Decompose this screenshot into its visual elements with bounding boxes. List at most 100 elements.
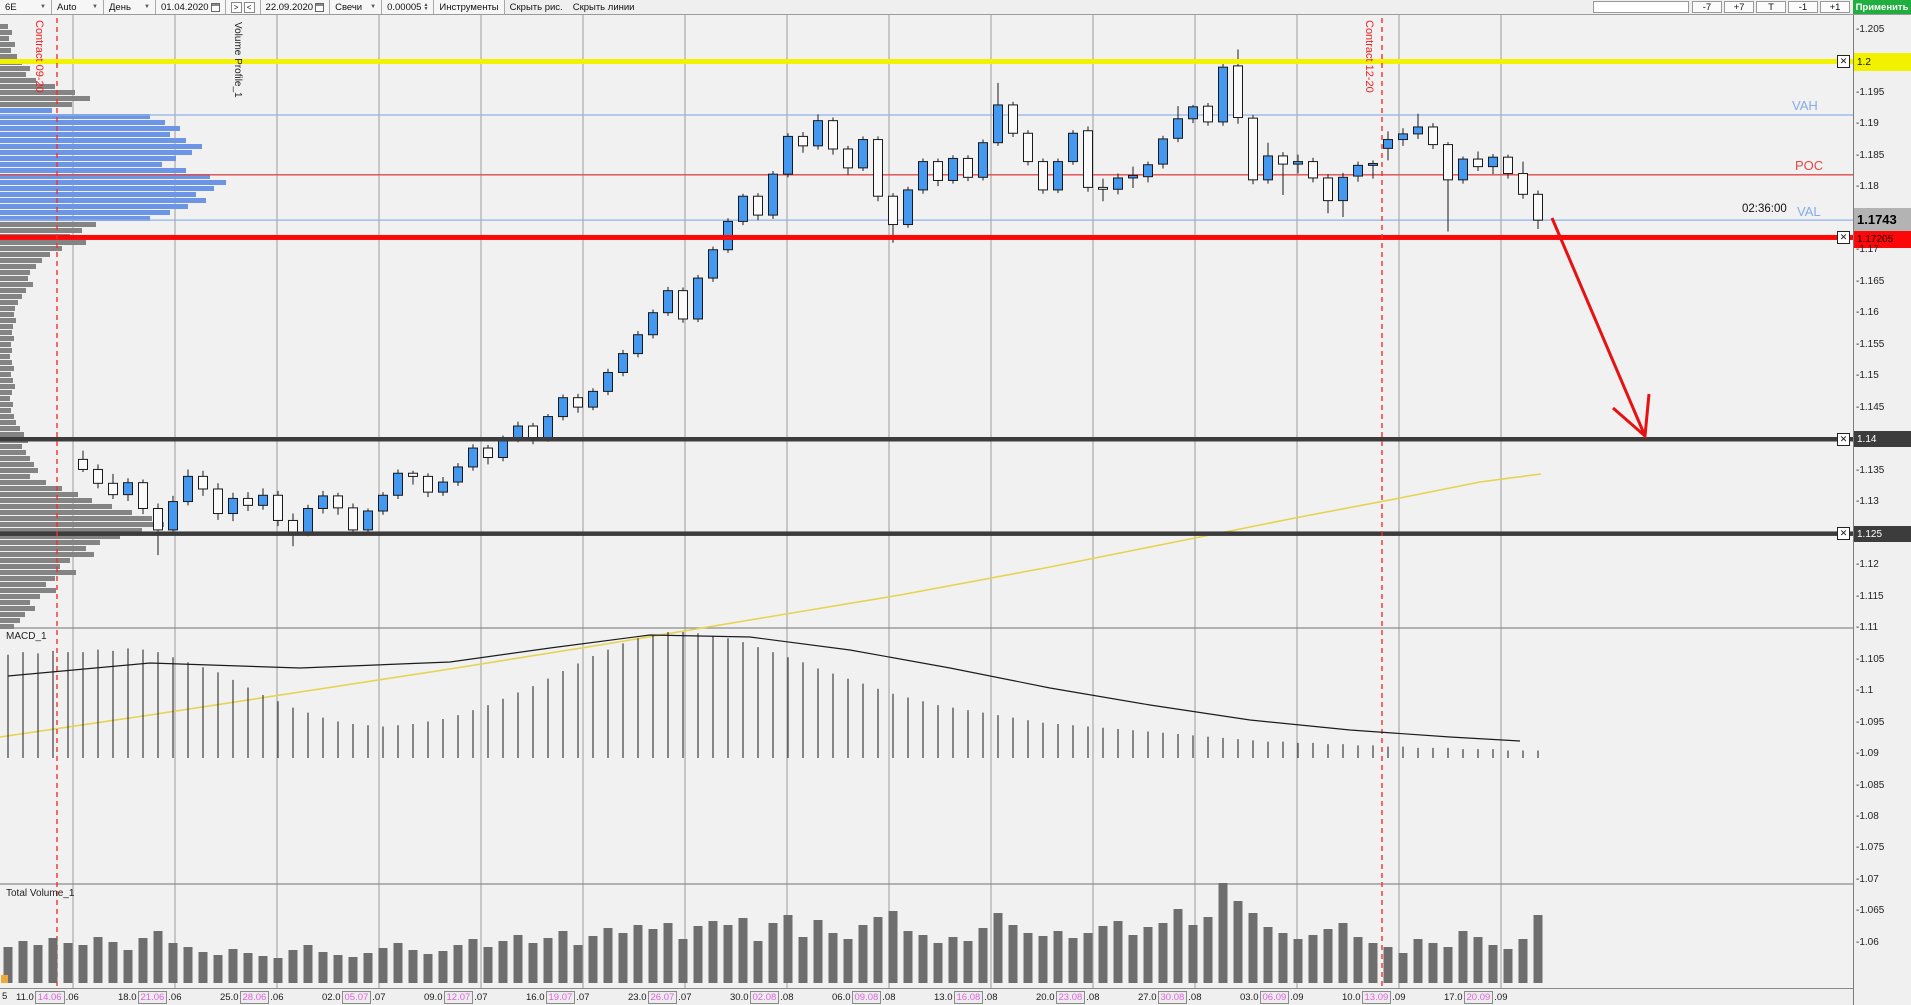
contract-0920-label: Contract 09-20: [33, 20, 45, 93]
shift-plus1-button[interactable]: +1: [1820, 1, 1850, 13]
date-label-tail: .07: [474, 992, 488, 1003]
yellow-ma-line: [0, 473, 1542, 738]
date-to-field[interactable]: 22.09.2020: [260, 0, 331, 14]
date-label-group: 11.0 14.06.06: [16, 991, 79, 1004]
user-level-lines[interactable]: [0, 58, 1853, 536]
sunday-date-label: 02.08: [749, 991, 780, 1004]
nav-back-button[interactable]: <: [243, 1, 255, 13]
close-line-button[interactable]: ✕: [1837, 527, 1850, 541]
sunday-date-label: 14.06: [34, 991, 65, 1004]
poc-label: POC: [1795, 158, 1824, 173]
sunday-date-label: 20.09: [1463, 991, 1494, 1004]
date-label: 20.0: [1036, 992, 1055, 1003]
instruments-button[interactable]: Инструменты: [434, 0, 505, 14]
date-label: 30.0: [730, 992, 749, 1003]
date-label-group: 13.0 16.08.08: [934, 991, 998, 1004]
price-tick: -1.135: [1856, 464, 1885, 476]
date-label-group: 18.0 21.06.06: [118, 991, 182, 1004]
axis-box-level-1.2: 1.2: [1854, 53, 1911, 71]
macd-panel-label: MACD_1: [6, 631, 47, 642]
calendar-icon[interactable]: [315, 2, 325, 12]
tick-step-value: 0.00005: [387, 1, 422, 13]
axis-box-stop-level: 1.17205: [1854, 231, 1911, 248]
close-line-button[interactable]: ✕: [1837, 230, 1850, 244]
date-from-value: 01.04.2020: [161, 1, 209, 13]
date-label: 23.0: [628, 992, 647, 1003]
price-tick: -1.145: [1856, 401, 1885, 413]
date-label-group: 02.0 05.07.07: [322, 991, 386, 1004]
chart-style-select[interactable]: Свечи ▼: [330, 0, 383, 14]
sunday-date-label: 05.07: [341, 991, 372, 1004]
date-label-tail: .09: [1494, 992, 1508, 1003]
period-select[interactable]: День ▼: [104, 0, 156, 14]
symbol-select[interactable]: 6E ▼: [0, 0, 52, 14]
chart-canvas[interactable]: [0, 15, 1853, 988]
date-label: 13.0: [934, 992, 953, 1003]
hide-drawings-button[interactable]: Скрыть рис.: [509, 1, 563, 13]
shift-minus1-button[interactable]: -1: [1788, 1, 1818, 13]
date-label-tail: .07: [372, 992, 386, 1003]
date-label-group: 20.0 23.08.08: [1036, 991, 1100, 1004]
chevron-down-icon: ▼: [144, 4, 150, 10]
axis-box-last-price: 1.1743: [1854, 208, 1911, 231]
apply-button[interactable]: Применить: [1853, 0, 1911, 14]
sunday-date-label: 28.06: [239, 991, 270, 1004]
level-1.14: [0, 436, 1853, 442]
volume-session-mark: [1, 975, 8, 983]
date-label-tail: .08: [780, 992, 794, 1003]
date-label: 16.0: [526, 992, 545, 1003]
shift-plus7-button[interactable]: +7: [1724, 1, 1754, 13]
chevron-down-icon: ▼: [40, 4, 46, 10]
date-label: 02.0: [322, 992, 341, 1003]
date-label: 03.0: [1240, 992, 1259, 1003]
hide-lines-button[interactable]: Скрыть линии: [572, 1, 635, 13]
spinner-arrows-icon[interactable]: ▲ ▼: [423, 2, 429, 12]
date-label-tail: .06: [65, 992, 79, 1003]
price-tick: -1.09: [1856, 748, 1879, 760]
sunday-date-label: 21.06: [137, 991, 168, 1004]
volume-profile: [0, 24, 226, 629]
range-mode-select[interactable]: Auto ▼: [52, 0, 104, 14]
date-axis[interactable]: 5 11.0 14.06.06 18.0 21.06.06 25.0 28.06 .06 02…: [0, 988, 1853, 1005]
date-label: 11.0: [16, 992, 34, 1003]
date-label-group: 09.0 12.07.07: [424, 991, 488, 1004]
price-tick: -1.1: [1856, 685, 1874, 697]
toolbar-blank-field[interactable]: [1593, 1, 1689, 13]
date-label: 25.0: [220, 992, 239, 1003]
date-edge-fragment: 5: [2, 991, 8, 1002]
tick-step-spinner[interactable]: 0.00005 ▲ ▼: [382, 0, 435, 14]
macd-indicator: [7, 632, 1539, 758]
close-line-button[interactable]: ✕: [1837, 432, 1850, 446]
shift-minus7-button[interactable]: -7: [1692, 1, 1722, 13]
vah-label: VAH: [1792, 98, 1818, 113]
sunday-date-label: 13.09: [1361, 991, 1392, 1004]
axis-box-level-1.125: 1.125: [1854, 526, 1911, 542]
axis-box-level-1.14: 1.14: [1854, 431, 1911, 447]
total-volume-indicator: [1, 883, 1543, 983]
date-nav: > <: [225, 0, 261, 14]
date-label-tail: .07: [576, 992, 590, 1003]
price-tick: -1.195: [1856, 86, 1885, 98]
sunday-date-label: 12.07: [443, 991, 474, 1004]
arrow-annotation[interactable]: [1550, 217, 1651, 440]
shift-today-button[interactable]: T: [1756, 1, 1786, 13]
date-label-group: 06.0 09.08.08: [832, 991, 896, 1004]
date-label: 18.0: [118, 992, 137, 1003]
date-label: 27.0: [1138, 992, 1157, 1003]
price-axis[interactable]: 1.2 1.1743 1.17205 1.14 1.125 -1.205 -1.1…: [1853, 15, 1911, 1005]
price-tick: -1.085: [1856, 779, 1885, 791]
nav-forward-button[interactable]: >: [230, 1, 242, 13]
price-tick: -1.19: [1856, 118, 1879, 130]
sunday-date-label: 30.08: [1157, 991, 1188, 1004]
date-from-field[interactable]: 01.04.2020: [156, 0, 226, 14]
symbol-value: 6E: [5, 1, 17, 13]
price-tick: -1.12: [1856, 559, 1879, 571]
price-tick: -1.18: [1856, 181, 1879, 193]
sunday-date-label: 19.07: [545, 991, 576, 1004]
sunday-date-label: 09.08: [851, 991, 882, 1004]
candles-layer[interactable]: [78, 49, 1543, 556]
calendar-icon[interactable]: [210, 2, 220, 12]
price-tick: -1.11: [1856, 622, 1879, 634]
close-line-button[interactable]: ✕: [1837, 54, 1850, 68]
